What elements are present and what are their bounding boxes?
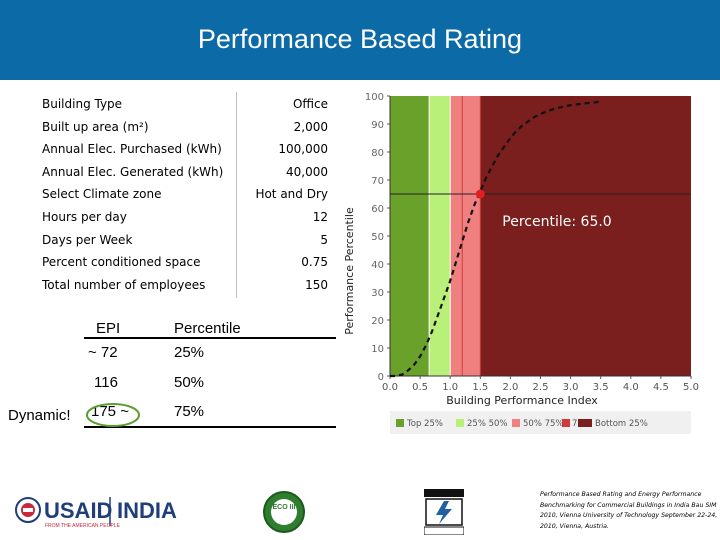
x-tick-label: 3.0 xyxy=(563,382,579,393)
eco3-text: ECO III xyxy=(272,504,296,511)
input-label: Percent conditioned space xyxy=(42,255,201,270)
input-value-employees[interactable]: 150 xyxy=(305,277,328,292)
x-tick-label: 4.0 xyxy=(623,382,639,393)
x-axis-label: Building Performance Index xyxy=(446,394,598,407)
legend-label: Bottom 25% xyxy=(595,419,648,429)
legend-label: 25% 50% xyxy=(467,419,508,429)
input-row-elec-generated: Annual Elec. Generated (kWh) 40,000 xyxy=(36,160,332,183)
usaid-subtext: FROM THE AMERICAN PEOPLE xyxy=(45,523,120,529)
x-tick-label: 2.5 xyxy=(533,382,549,393)
percentile-cell: 25% xyxy=(174,344,205,361)
y-axis-label: Performance Percentile xyxy=(343,207,356,335)
input-row-hours-per-day: Hours per day 12 xyxy=(36,205,332,228)
x-tick-label: 1.0 xyxy=(442,382,458,393)
input-value-hours-per-day[interactable]: 12 xyxy=(312,209,328,224)
x-tick-label: 5.0 xyxy=(683,382,699,393)
input-value-built-up-area[interactable]: 2,000 xyxy=(293,119,328,134)
table-bottom-rule xyxy=(84,426,336,428)
input-row-days-per-week: Days per Week 5 xyxy=(36,228,332,251)
rating-band-2 xyxy=(450,96,481,376)
x-tick-label: 4.5 xyxy=(653,382,669,393)
x-tick-label: 3.5 xyxy=(593,382,609,393)
citation-text: Performance Based Rating and Energy Perf… xyxy=(540,491,718,530)
input-row-building-type: Building Type Office xyxy=(36,92,332,115)
percentile-marker-label: Percentile: 65.0 xyxy=(502,214,611,230)
y-tick-label: 80 xyxy=(371,148,384,159)
input-value-conditioned-space[interactable]: 0.75 xyxy=(301,255,328,270)
percentile-cell: 75% xyxy=(174,403,205,420)
rating-band-0 xyxy=(390,96,430,376)
x-tick-label: 0.5 xyxy=(412,382,428,393)
y-tick-label: 10 xyxy=(371,344,384,355)
legend-swatch xyxy=(578,419,586,427)
epi-percentile-table: EPI Percentile ~ 72 25% 116 50% Dynamic!… xyxy=(0,310,340,430)
input-label: Annual Elec. Purchased (kWh) xyxy=(42,142,222,157)
usaid-seal-icon xyxy=(15,497,111,526)
input-label: Annual Elec. Generated (kWh) xyxy=(42,164,224,179)
legend-bg xyxy=(390,411,691,434)
legend-swatch xyxy=(584,419,592,427)
dynamic-circle xyxy=(86,403,140,427)
input-value-climate-zone[interactable]: Hot and Dry xyxy=(255,187,328,202)
y-tick-label: 100 xyxy=(365,92,384,103)
legend-swatch xyxy=(562,419,570,427)
rating-band-3 xyxy=(480,96,691,376)
y-tick-label: 70 xyxy=(371,176,384,187)
x-tick-label: 1.5 xyxy=(472,382,488,393)
legend-swatch xyxy=(512,419,520,427)
input-label: Select Climate zone xyxy=(42,187,162,202)
eco3-logo: ECO III xyxy=(262,490,306,534)
usaid-text: USAID xyxy=(44,498,113,523)
y-tick-label: 50 xyxy=(371,232,384,243)
input-value-days-per-week[interactable]: 5 xyxy=(320,232,328,247)
input-row-elec-purchased: Annual Elec. Purchased (kWh) 100,000 xyxy=(36,137,332,160)
input-label: Built up area (m²) xyxy=(42,119,149,134)
epi-cell: ~ 72 xyxy=(88,344,118,361)
bee-logo-icon xyxy=(423,489,465,536)
usaid-logo: USAID FROM THE AMERICAN PEOPLE INDIA xyxy=(14,492,189,534)
table-header-rule xyxy=(84,337,336,339)
bee-logo xyxy=(423,489,465,536)
performance-chart-svg: 0 10 20 30 40 50 60 70 80 90 100 0.0 0.5 1.0 1.5 2.0 2.… xyxy=(338,89,707,434)
percentile-marker xyxy=(475,189,485,199)
epi-cell: 175 ~ xyxy=(91,403,129,420)
percentile-cell: 50% xyxy=(174,374,205,391)
input-row-conditioned-space: Percent conditioned space 0.75 xyxy=(36,250,332,273)
legend-label: 50% 75% xyxy=(523,419,564,429)
input-row-climate-zone: Select Climate zone Hot and Dry xyxy=(36,182,332,205)
title-bar: Performance Based Rating xyxy=(0,0,720,80)
y-tick-label: 60 xyxy=(371,204,384,215)
legend-swatch xyxy=(456,419,464,427)
input-row-built-up-area: Built up area (m²) 2,000 xyxy=(36,115,332,138)
building-inputs-table: Building Type Office Built up area (m²) … xyxy=(36,92,332,298)
india-text: INDIA xyxy=(117,498,177,523)
y-tick-label: 20 xyxy=(371,316,384,327)
input-label: Total number of employees xyxy=(42,277,206,292)
input-value-elec-purchased[interactable]: 100,000 xyxy=(278,142,328,157)
y-tick-label: 40 xyxy=(371,260,384,271)
epi-header: EPI xyxy=(96,320,121,337)
eco3-seal-icon xyxy=(263,491,305,533)
y-tick-label: 0 xyxy=(378,372,384,383)
rating-band-1 xyxy=(429,96,451,376)
percentile-header: Percentile xyxy=(174,320,241,337)
input-label: Building Type xyxy=(42,97,123,111)
epi-cell: 116 xyxy=(94,374,118,391)
input-label: Hours per day xyxy=(42,209,127,224)
performance-curve xyxy=(390,100,601,378)
page-title: Performance Based Rating xyxy=(197,24,523,54)
legend-swatch xyxy=(396,419,404,427)
legend-label: Top 25% xyxy=(406,419,443,429)
input-row-employees: Total number of employees 150 xyxy=(36,273,332,296)
input-value-building-type[interactable]: Office xyxy=(292,97,328,111)
input-label: Days per Week xyxy=(42,232,133,247)
y-tick-label: 30 xyxy=(371,288,384,299)
inputs-divider xyxy=(236,92,237,298)
y-tick-label: 90 xyxy=(371,120,384,131)
input-value-elec-generated[interactable]: 40,000 xyxy=(286,164,328,179)
dynamic-label: Dynamic! xyxy=(8,407,71,424)
performance-chart: 0 10 20 30 40 50 60 70 80 90 100 0.0 0.5 1.0 1.5 2.0 2.… xyxy=(338,89,707,434)
x-tick-label: 0.0 xyxy=(382,382,398,393)
x-tick-label: 2.0 xyxy=(502,382,518,393)
